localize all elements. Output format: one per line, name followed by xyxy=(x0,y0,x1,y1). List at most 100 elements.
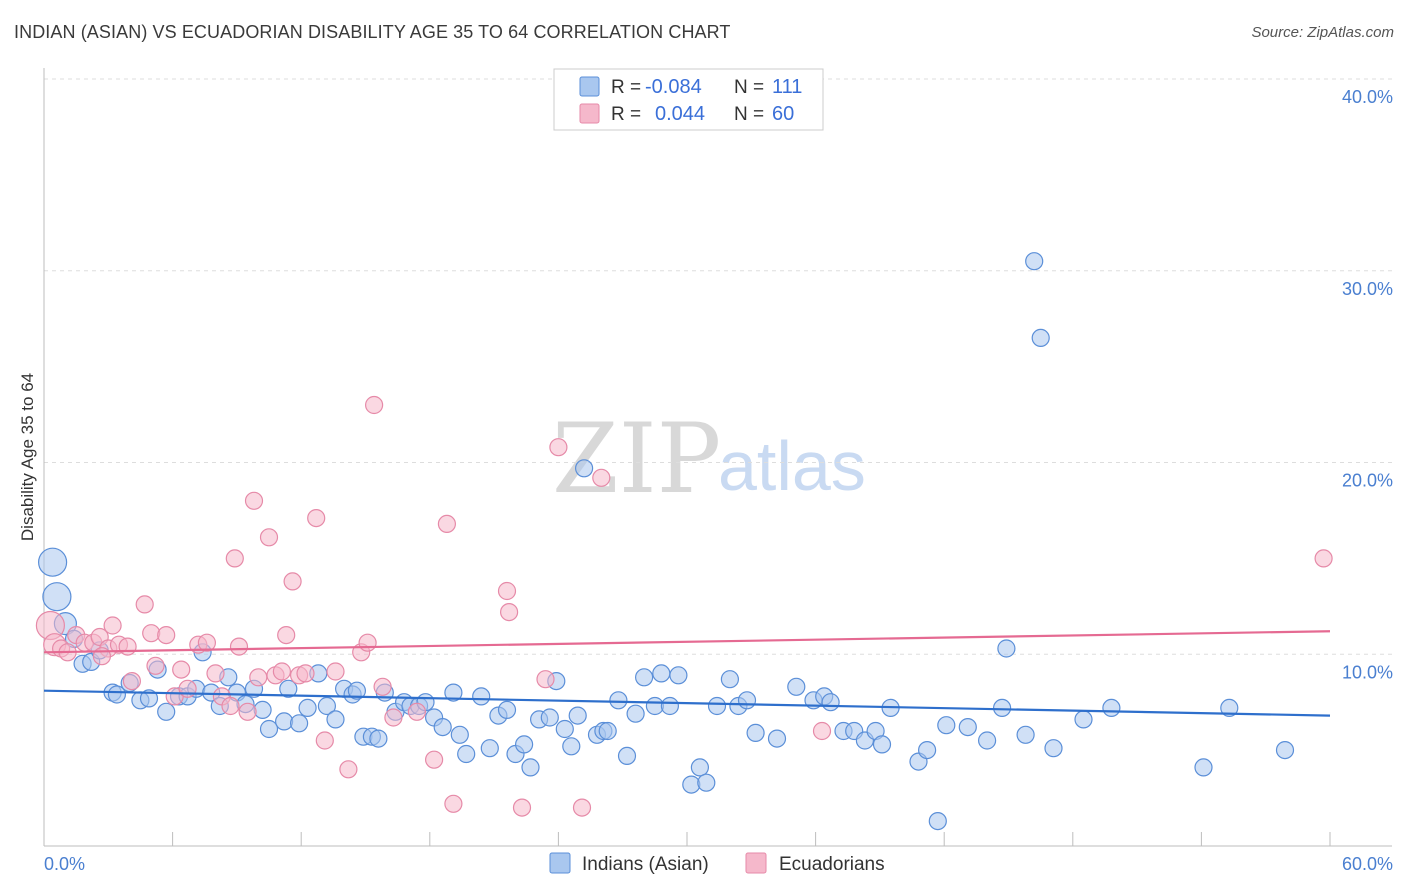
indians-asian-point-77 xyxy=(707,696,727,716)
ecuadorians-point-15 xyxy=(146,656,165,675)
indians-asian-point-83 xyxy=(787,677,806,696)
ecuadorians-point-56 xyxy=(592,468,611,487)
indians-asian-point-63 xyxy=(574,459,594,478)
ecuadorians-point-28 xyxy=(244,491,264,510)
indians-asian-point-76 xyxy=(697,773,716,792)
source-label: Source: ZipAtlas.com xyxy=(1251,24,1394,41)
x-tick-label-max: 60.0% xyxy=(1342,854,1393,874)
indians-asian-point-91 xyxy=(872,735,892,754)
indians-asian-point-103 xyxy=(1031,328,1050,347)
legend-n-label-1: N = xyxy=(734,77,764,98)
ecuadorians-point-24 xyxy=(221,696,240,716)
legend-r-label-2: R = xyxy=(611,104,641,125)
ecuadorians-point-53 xyxy=(536,670,555,689)
indians-asian-point-31 xyxy=(317,696,336,716)
ecuadorians-point-27 xyxy=(238,702,257,721)
legend-n-value-1: 111 xyxy=(772,76,802,98)
indians-asian-point-48 xyxy=(450,725,469,744)
series-indians-asian-points xyxy=(37,252,1295,831)
indians-asian-point-46 xyxy=(433,717,452,737)
ecuadorians-point-51 xyxy=(500,602,519,622)
indians-asian-point-28 xyxy=(290,714,309,733)
ecuadorians-point-13 xyxy=(135,595,154,614)
legend-r-value-1: -0.084 xyxy=(645,76,702,98)
indians-asian-point-86 xyxy=(821,693,840,712)
indians-asian-point-56 xyxy=(521,758,540,777)
indians-asian-point-78 xyxy=(720,670,740,689)
ecuadorians-point-22 xyxy=(206,664,225,683)
indians-asian-point-109 xyxy=(1275,740,1295,760)
indians-asian-point-27 xyxy=(279,679,298,698)
ecuadorians-point-36 xyxy=(296,664,315,683)
indians-asian-point-97 xyxy=(958,717,977,737)
indians-asian-point-95 xyxy=(928,811,947,831)
legend-swatch-blue xyxy=(579,76,600,97)
y-tick-label-40: 40.0% xyxy=(1342,87,1393,107)
legend-n-label-2: N = xyxy=(734,104,764,125)
indians-asian-point-74 xyxy=(682,775,701,794)
y-tick-label-20: 20.0% xyxy=(1342,471,1393,491)
y-axis-title: Disability Age 35 to 64 xyxy=(18,373,37,541)
legend-swatch-pink xyxy=(579,103,600,124)
ecuadorians-point-58 xyxy=(1314,549,1333,568)
ecuadorians-point-19 xyxy=(178,679,197,698)
indians-asian-point-110 xyxy=(598,721,617,741)
ecuadorians-point-18 xyxy=(172,660,191,679)
ecuadorians-point-11 xyxy=(118,637,137,656)
indians-asian-point-25 xyxy=(259,719,279,739)
indians-asian-point-62 xyxy=(568,706,587,725)
ecuadorians-point-29 xyxy=(249,668,268,687)
ecuadorians-point-47 xyxy=(425,750,444,769)
indians-asian-point-98 xyxy=(977,731,997,750)
ecuadorians-point-39 xyxy=(326,662,345,681)
legend-r-value-2: 0.044 xyxy=(655,103,705,125)
indians-asian-point-1 xyxy=(42,582,72,612)
ecuadorians-point-38 xyxy=(315,731,334,750)
ecuadorians-point-46 xyxy=(407,702,426,721)
indians-asian-point-104 xyxy=(1044,739,1063,758)
ecuadorians-point-25 xyxy=(225,549,244,568)
indians-asian-point-71 xyxy=(652,664,671,683)
y-tick-label-10: 10.0% xyxy=(1342,662,1393,682)
bottom-legend-label-ecuadorians: Ecuadorians xyxy=(779,854,885,875)
ecuadorians-point-12 xyxy=(122,671,141,691)
indians-asian-point-49 xyxy=(457,744,476,764)
y-tick-labels: 10.0% 20.0% 30.0% 40.0% xyxy=(1342,87,1393,682)
watermark-zip: ZIP xyxy=(552,403,721,515)
indians-asian-point-50 xyxy=(472,687,491,706)
indians-asian-point-51 xyxy=(480,739,499,758)
indians-asian-point-80 xyxy=(737,691,757,710)
bottom-legend-swatch-pink xyxy=(745,852,767,874)
indians-asian-point-11 xyxy=(139,689,159,708)
indians-asian-point-0 xyxy=(37,547,68,577)
indians-asian-point-107 xyxy=(1194,758,1213,777)
indians-asian-point-58 xyxy=(540,708,559,727)
ecuadorians-point-21 xyxy=(197,633,216,652)
ecuadorians-point-54 xyxy=(549,438,568,457)
ecuadorians-point-43 xyxy=(365,395,384,415)
ecuadorians-point-34 xyxy=(283,572,302,591)
indians-asian-point-105 xyxy=(1074,710,1093,729)
bottom-legend-label-indians: Indians (Asian) xyxy=(582,854,709,875)
indians-asian-point-81 xyxy=(746,723,765,743)
series-ecuadorians-points xyxy=(35,395,1333,817)
ecuadorians-point-33 xyxy=(277,625,296,645)
chart-title: INDIAN (ASIAN) VS ECUADORIAN DISABILITY … xyxy=(14,22,731,42)
indians-asian-point-47 xyxy=(444,683,463,702)
ecuadorians-point-30 xyxy=(259,528,279,547)
ecuadorians-point-52 xyxy=(512,798,532,817)
indians-asian-point-69 xyxy=(634,668,654,687)
indians-asian-point-75 xyxy=(690,758,710,777)
ecuadorians-point-44 xyxy=(373,677,392,696)
indians-asian-point-13 xyxy=(157,702,176,721)
ecuadorians-point-37 xyxy=(307,508,326,528)
ecuadorians-point-9 xyxy=(103,616,122,635)
gridlines xyxy=(44,78,1392,655)
indians-asian-point-24 xyxy=(253,700,272,720)
ecuadorians-point-26 xyxy=(229,637,249,656)
indians-asian-point-101 xyxy=(1016,725,1035,744)
ecuadorians-point-49 xyxy=(444,794,463,813)
indians-asian-point-53 xyxy=(497,700,517,720)
y-tick-label-30: 30.0% xyxy=(1342,279,1393,299)
